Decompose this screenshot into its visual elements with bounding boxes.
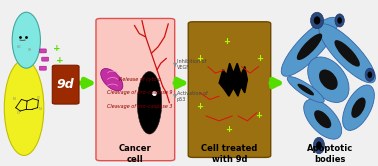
FancyBboxPatch shape	[188, 22, 271, 157]
Ellipse shape	[281, 17, 338, 76]
Ellipse shape	[4, 60, 44, 155]
Ellipse shape	[319, 70, 338, 90]
Text: N: N	[39, 107, 42, 111]
Text: 9d: 9d	[57, 78, 74, 91]
Ellipse shape	[287, 77, 324, 103]
Ellipse shape	[12, 12, 40, 68]
Ellipse shape	[314, 110, 331, 128]
Text: +: +	[196, 102, 203, 111]
Text: N: N	[12, 97, 15, 101]
FancyBboxPatch shape	[39, 66, 46, 70]
Text: Inhibition of
VEGF: Inhibition of VEGF	[177, 59, 206, 70]
Ellipse shape	[137, 72, 162, 134]
Text: +: +	[56, 56, 64, 65]
Text: Cell treated
with 9d: Cell treated with 9d	[201, 144, 257, 164]
Text: Activation of
p53: Activation of p53	[177, 91, 208, 102]
Ellipse shape	[314, 16, 320, 25]
Text: +: +	[196, 54, 203, 63]
Ellipse shape	[342, 85, 374, 130]
Polygon shape	[219, 63, 247, 96]
Ellipse shape	[310, 12, 324, 29]
Ellipse shape	[316, 141, 322, 150]
FancyBboxPatch shape	[42, 57, 48, 61]
Ellipse shape	[319, 24, 375, 83]
Text: H₂C: H₂C	[16, 45, 21, 49]
Ellipse shape	[313, 137, 325, 154]
Ellipse shape	[297, 84, 314, 95]
Text: Cleavage of pro–caspase 9: Cleavage of pro–caspase 9	[107, 90, 172, 95]
FancyBboxPatch shape	[39, 49, 46, 53]
Text: OH: OH	[28, 48, 32, 52]
Ellipse shape	[335, 14, 344, 27]
Text: +: +	[53, 44, 60, 53]
Ellipse shape	[337, 17, 342, 24]
FancyBboxPatch shape	[52, 65, 79, 104]
Ellipse shape	[351, 97, 366, 118]
Ellipse shape	[101, 69, 123, 91]
Ellipse shape	[308, 57, 349, 102]
Text: Cancer
cell: Cancer cell	[119, 144, 152, 164]
Ellipse shape	[335, 40, 360, 67]
Ellipse shape	[304, 99, 342, 139]
FancyBboxPatch shape	[96, 18, 175, 161]
Text: +: +	[255, 111, 262, 120]
Text: Release of cyto c: Release of cyto c	[119, 77, 160, 82]
Text: Apoptotic
bodies: Apoptotic bodies	[307, 144, 353, 164]
Ellipse shape	[297, 34, 322, 60]
Ellipse shape	[367, 72, 372, 78]
Text: +: +	[223, 37, 230, 46]
Text: +: +	[54, 69, 62, 78]
Text: +: +	[225, 125, 232, 134]
Text: +: +	[256, 54, 263, 63]
Text: O: O	[17, 111, 20, 116]
Text: Cleavage of pro–caspase 3: Cleavage of pro–caspase 3	[107, 104, 172, 109]
Ellipse shape	[365, 68, 375, 81]
Text: Cl: Cl	[37, 96, 40, 100]
